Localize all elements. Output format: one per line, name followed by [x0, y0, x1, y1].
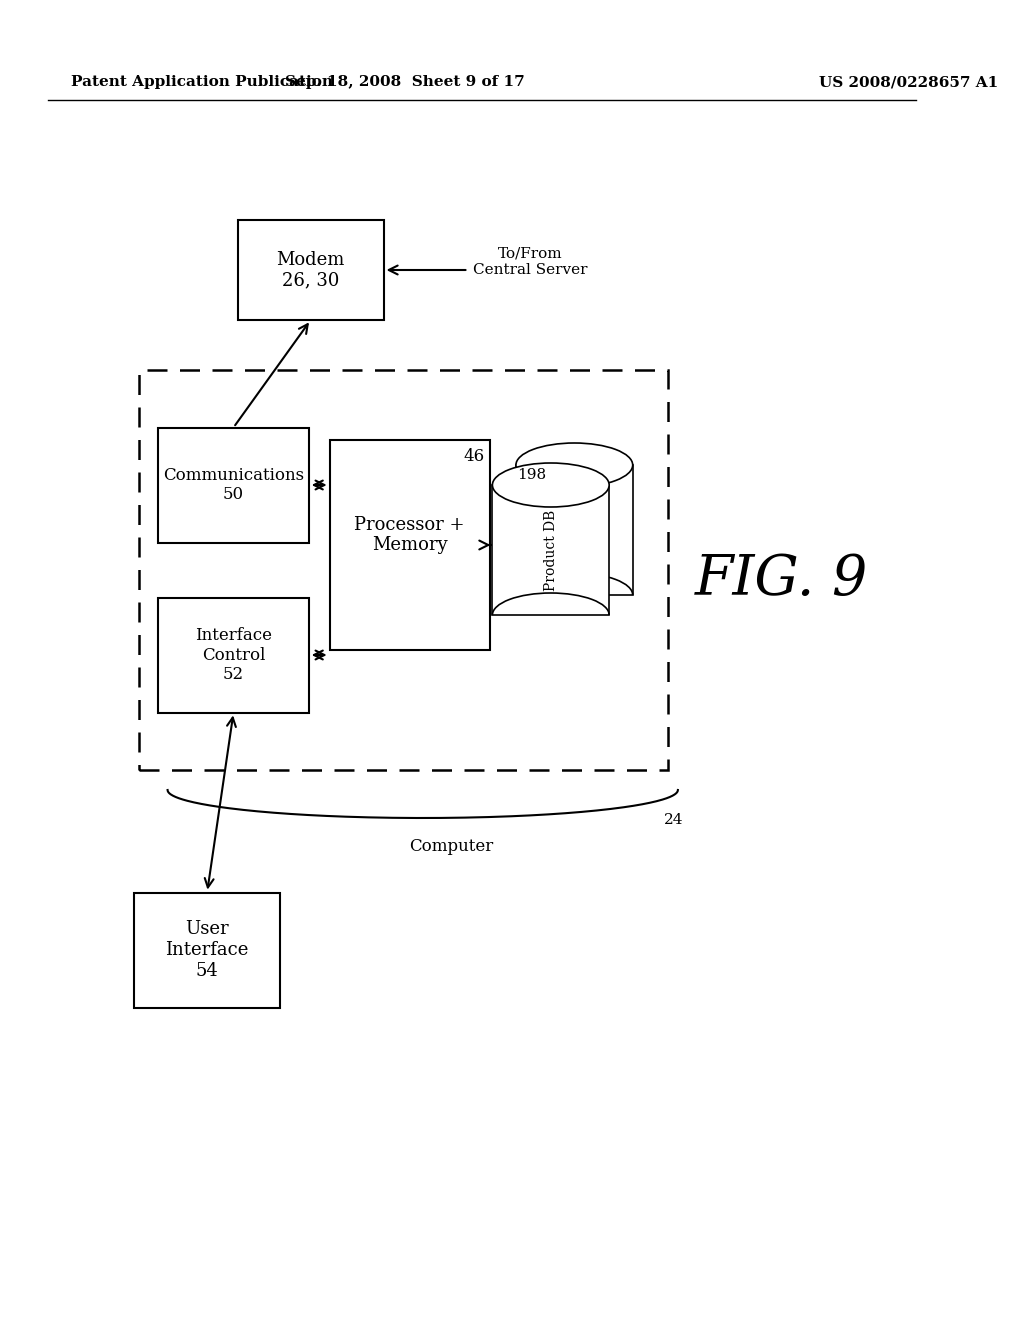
Text: US 2008/0228657 A1: US 2008/0228657 A1: [819, 75, 998, 88]
Bar: [158, 428, 309, 543]
Bar: [139, 370, 669, 770]
Bar: [238, 220, 384, 319]
Text: Product DB: Product DB: [544, 510, 558, 590]
Text: Computer: Computer: [409, 838, 494, 855]
Text: User
Interface
54: User Interface 54: [166, 920, 249, 979]
Bar: [493, 484, 609, 615]
Text: Processor +
Memory: Processor + Memory: [354, 516, 465, 554]
Ellipse shape: [493, 463, 609, 507]
Text: Patent Application Publication: Patent Application Publication: [71, 75, 333, 88]
Bar: [330, 440, 489, 649]
Text: To/From
Central Server: To/From Central Server: [473, 247, 588, 277]
Ellipse shape: [516, 444, 633, 487]
Bar: [134, 892, 281, 1007]
Text: 46: 46: [464, 447, 485, 465]
Text: FIG. 9: FIG. 9: [695, 553, 868, 607]
Bar: [516, 465, 633, 595]
Text: Communications
50: Communications 50: [163, 467, 304, 503]
Text: 198: 198: [517, 469, 546, 482]
Text: 48: 48: [497, 539, 516, 552]
Bar: [158, 598, 309, 713]
Text: 24: 24: [664, 813, 683, 828]
Text: Interface
Control
52: Interface Control 52: [195, 627, 272, 684]
Text: Modem
26, 30: Modem 26, 30: [276, 251, 345, 289]
Text: Sep. 18, 2008  Sheet 9 of 17: Sep. 18, 2008 Sheet 9 of 17: [285, 75, 524, 88]
